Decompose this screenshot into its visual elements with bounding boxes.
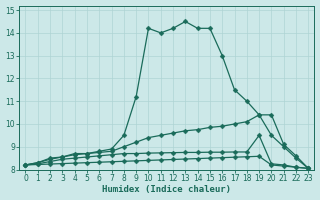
X-axis label: Humidex (Indice chaleur): Humidex (Indice chaleur) bbox=[102, 185, 231, 194]
